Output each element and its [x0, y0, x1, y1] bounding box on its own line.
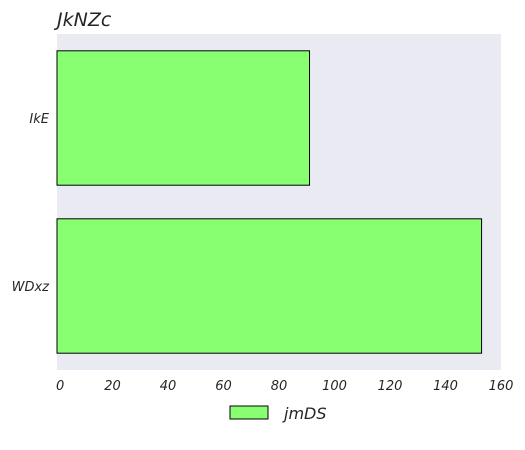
legend-label: jmDS	[282, 404, 327, 423]
x-tick-20: 20	[104, 379, 121, 394]
category-labels: IkE WDxz	[12, 112, 51, 295]
legend-swatch	[230, 406, 268, 419]
x-tick-80: 80	[271, 379, 288, 394]
x-tick-140: 140	[433, 379, 458, 394]
legend: jmDS	[230, 404, 327, 423]
x-tick-0: 0	[56, 379, 64, 394]
bar-ike	[57, 51, 310, 185]
x-axis-ticks: 0 20 40 60 80 100 120 140 160	[56, 379, 513, 394]
bar-wdxz	[57, 219, 482, 353]
x-tick-60: 60	[215, 379, 232, 394]
chart-title: JkNZc	[53, 9, 112, 31]
x-tick-40: 40	[160, 379, 177, 394]
x-tick-120: 120	[378, 379, 403, 394]
category-label-ike: IkE	[29, 112, 49, 127]
x-tick-160: 160	[489, 379, 514, 394]
x-tick-100: 100	[322, 379, 347, 394]
category-label-wdxz: WDxz	[12, 280, 51, 295]
